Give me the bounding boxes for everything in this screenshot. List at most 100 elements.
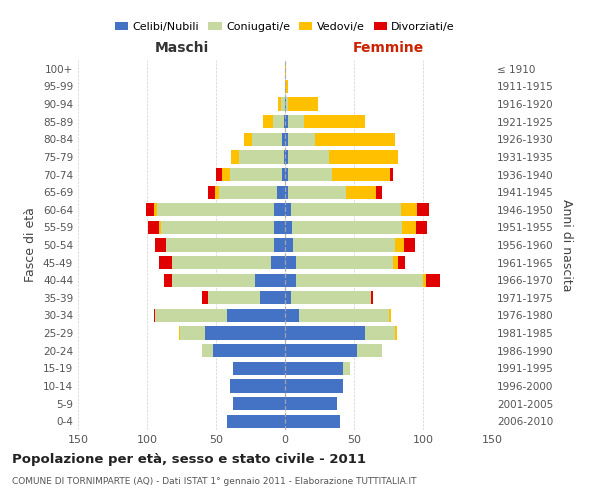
Bar [157, 203, 274, 216]
Bar [390, 168, 392, 181]
Bar [284, 150, 285, 164]
Bar [274, 203, 285, 216]
Bar [285, 98, 286, 110]
Bar [172, 256, 271, 269]
Bar [160, 221, 161, 234]
Y-axis label: Fasce di età: Fasce di età [25, 208, 37, 282]
Bar [292, 221, 402, 234]
Bar [213, 344, 285, 358]
Bar [179, 326, 180, 340]
Bar [285, 274, 296, 287]
Bar [230, 168, 282, 181]
Bar [332, 168, 390, 181]
Bar [285, 256, 296, 269]
Text: Femmine: Femmine [353, 40, 424, 54]
Bar [346, 186, 376, 198]
Bar [274, 238, 285, 252]
Bar [423, 274, 426, 287]
Bar [285, 186, 288, 198]
Bar [288, 150, 329, 164]
Bar [285, 326, 365, 340]
Bar [281, 98, 285, 110]
Bar [365, 326, 395, 340]
Legend: Celibi/Nubili, Coniugati/e, Vedovi/e, Divorziati/e: Celibi/Nubili, Coniugati/e, Vedovi/e, Di… [110, 18, 460, 36]
Bar [260, 291, 285, 304]
Bar [155, 309, 227, 322]
Text: COMUNE DI TORNIMPARTE (AQ) - Dati ISTAT 1° gennaio 2011 - Elaborazione TUTTITALI: COMUNE DI TORNIMPARTE (AQ) - Dati ISTAT … [12, 476, 416, 486]
Bar [154, 309, 155, 322]
Bar [290, 203, 401, 216]
Bar [285, 150, 288, 164]
Bar [299, 309, 389, 322]
Bar [164, 274, 172, 287]
Bar [161, 221, 274, 234]
Bar [252, 132, 282, 146]
Bar [285, 168, 288, 181]
Bar [395, 326, 397, 340]
Text: Popolazione per età, sesso e stato civile - 2011: Popolazione per età, sesso e stato civil… [12, 452, 366, 466]
Bar [376, 186, 382, 198]
Bar [285, 62, 286, 76]
Bar [398, 256, 405, 269]
Bar [285, 397, 337, 410]
Bar [202, 291, 208, 304]
Bar [231, 150, 239, 164]
Bar [208, 291, 260, 304]
Bar [316, 132, 395, 146]
Bar [230, 380, 285, 392]
Bar [285, 132, 288, 146]
Bar [403, 221, 416, 234]
Bar [285, 309, 299, 322]
Bar [155, 238, 166, 252]
Bar [160, 256, 172, 269]
Bar [180, 326, 205, 340]
Bar [288, 132, 316, 146]
Bar [221, 168, 230, 181]
Bar [172, 274, 254, 287]
Bar [227, 309, 285, 322]
Bar [227, 414, 285, 428]
Bar [392, 256, 398, 269]
Bar [271, 256, 285, 269]
Bar [389, 309, 391, 322]
Bar [285, 238, 293, 252]
Bar [215, 186, 219, 198]
Bar [401, 203, 418, 216]
Bar [395, 238, 404, 252]
Bar [233, 362, 285, 375]
Bar [148, 221, 160, 234]
Bar [282, 168, 285, 181]
Bar [216, 168, 221, 181]
Bar [293, 238, 395, 252]
Bar [272, 115, 284, 128]
Bar [285, 380, 343, 392]
Bar [285, 203, 290, 216]
Bar [285, 80, 288, 93]
Bar [343, 362, 350, 375]
Bar [233, 397, 285, 410]
Bar [284, 115, 285, 128]
Bar [418, 203, 428, 216]
Bar [208, 186, 215, 198]
Bar [288, 168, 332, 181]
Bar [288, 115, 304, 128]
Bar [205, 326, 285, 340]
Bar [219, 186, 277, 198]
Y-axis label: Anni di nascita: Anni di nascita [560, 198, 573, 291]
Bar [288, 186, 346, 198]
Bar [278, 98, 281, 110]
Bar [285, 414, 340, 428]
Bar [329, 150, 398, 164]
Bar [285, 291, 290, 304]
Bar [154, 203, 157, 216]
Bar [202, 344, 213, 358]
Bar [296, 274, 423, 287]
Bar [282, 132, 285, 146]
Bar [404, 238, 415, 252]
Bar [274, 221, 285, 234]
Bar [426, 274, 440, 287]
Bar [244, 132, 252, 146]
Bar [285, 115, 288, 128]
Bar [285, 221, 292, 234]
Bar [285, 362, 343, 375]
